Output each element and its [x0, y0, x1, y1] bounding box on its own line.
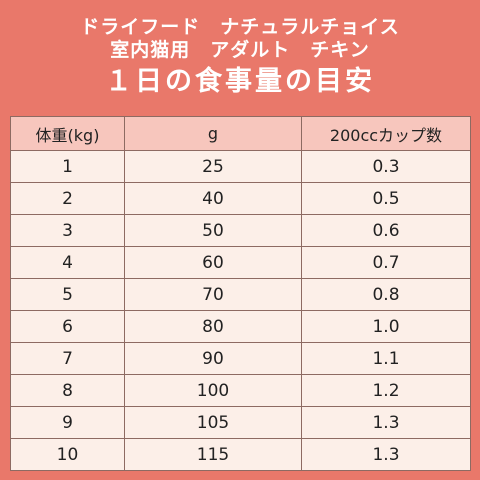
grams-cell: 50 — [124, 214, 302, 247]
weight-cell: 7 — [10, 342, 125, 375]
feeding-table: 体重(kg) g 200ccカップ数 1 25 0.3 2 40 0.5 3 50 0.6 4 60… — [10, 116, 471, 471]
table-body: 1 25 0.3 2 40 0.5 3 50 0.6 4 60 0.7 5 70 0.8 6 80 1.0 7 90 1… — [10, 150, 471, 471]
table-row: 3 50 0.6 — [10, 214, 471, 247]
cups-cell: 1.2 — [301, 374, 471, 407]
grams-cell: 70 — [124, 278, 302, 311]
grams-cell: 105 — [124, 406, 302, 439]
weight-cell: 1 — [10, 150, 125, 183]
weight-cell: 5 — [10, 278, 125, 311]
header: ドライフード ナチュラルチョイス 室内猫用 アダルト チキン １日の食事量の目安 — [0, 16, 480, 98]
cups-cell: 0.7 — [301, 246, 471, 279]
weight-cell: 4 — [10, 246, 125, 279]
cups-cell: 1.0 — [301, 310, 471, 343]
table-row: 4 60 0.7 — [10, 246, 471, 279]
weight-cell: 6 — [10, 310, 125, 343]
cups-cell: 1.1 — [301, 342, 471, 375]
cups-cell: 0.6 — [301, 214, 471, 247]
table-row: 1 25 0.3 — [10, 150, 471, 183]
grams-cell: 60 — [124, 246, 302, 279]
grams-cell: 90 — [124, 342, 302, 375]
table-row: 2 40 0.5 — [10, 182, 471, 215]
column-header-cups: 200ccカップ数 — [301, 116, 471, 151]
grams-cell: 40 — [124, 182, 302, 215]
weight-cell: 8 — [10, 374, 125, 407]
grams-cell: 115 — [124, 438, 302, 471]
table-header-row: 体重(kg) g 200ccカップ数 — [10, 116, 471, 151]
weight-cell: 10 — [10, 438, 125, 471]
product-variant: 室内猫用 アダルト チキン — [110, 39, 370, 61]
table-row: 9 105 1.3 — [10, 406, 471, 439]
cups-cell: 0.3 — [301, 150, 471, 183]
table-row: 5 70 0.8 — [10, 278, 471, 311]
grams-cell: 25 — [124, 150, 302, 183]
table-row: 8 100 1.2 — [10, 374, 471, 407]
product-name: ドライフード ナチュラルチョイス — [80, 16, 400, 38]
column-header-grams: g — [124, 116, 302, 151]
cups-cell: 1.3 — [301, 438, 471, 471]
grams-cell: 80 — [124, 310, 302, 343]
table-row: 6 80 1.0 — [10, 310, 471, 343]
page-title: １日の食事量の目安 — [105, 66, 375, 97]
cups-cell: 0.8 — [301, 278, 471, 311]
weight-cell: 2 — [10, 182, 125, 215]
table-row: 10 115 1.3 — [10, 438, 471, 471]
cups-cell: 1.3 — [301, 406, 471, 439]
table-row: 7 90 1.1 — [10, 342, 471, 375]
column-header-weight: 体重(kg) — [10, 116, 125, 151]
weight-cell: 9 — [10, 406, 125, 439]
weight-cell: 3 — [10, 214, 125, 247]
grams-cell: 100 — [124, 374, 302, 407]
cups-cell: 0.5 — [301, 182, 471, 215]
